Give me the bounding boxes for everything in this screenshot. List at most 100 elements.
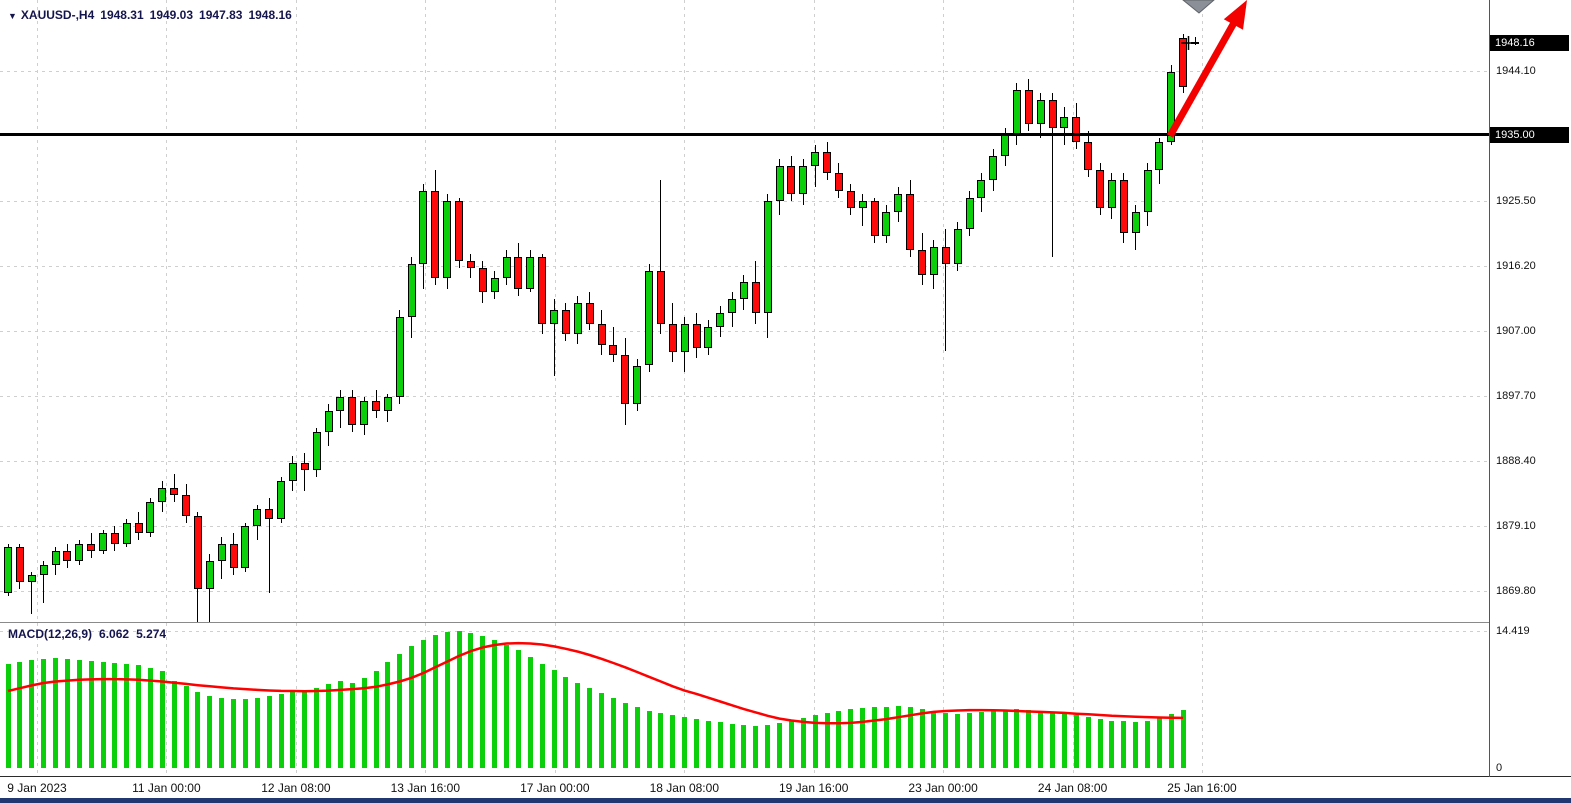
macd-histogram-bar [705,720,711,768]
gray-pointer-icon [1182,0,1215,14]
macd-histogram-bar [753,726,759,768]
macd-histogram-bar [812,714,818,768]
candle-body [443,201,452,279]
candle-body [348,397,357,425]
candle-body [277,480,285,520]
macd-histogram-bar [931,711,937,768]
candle-body [633,365,642,404]
macd-histogram-bar [1121,721,1127,768]
candle-wick [1052,93,1054,258]
candle-body [1024,89,1033,125]
candle-body [550,309,558,324]
candle-body [193,515,202,590]
macd-histogram-bar [515,650,521,768]
ohlc-low: 1947.83 [199,8,243,22]
macd-histogram-bar [420,639,426,769]
candle-body [182,494,190,516]
macd-histogram-bar [777,723,782,768]
macd-value: 6.062 [99,627,130,641]
symbol-timeframe: XAUUSD-,H4 [20,8,95,22]
candle-body [1155,141,1164,170]
time-tick-label: 13 Jan 16:00 [390,781,460,795]
macd-histogram-bar [1097,718,1103,768]
time-gridline [943,0,945,622]
macd-histogram-bar [729,724,735,768]
price-pane[interactable]: ▼ XAUUSD-,H4 1948.31 1949.03 1947.83 1948.16 [0,0,1489,622]
macd-histogram-bar [1180,710,1186,768]
macd-name: MACD(12,26,9) [8,627,93,641]
time-gridline [813,0,815,622]
price-tick-label: 1944.10 [1496,65,1536,78]
candle-body [763,201,772,314]
macd-histogram-bar [741,725,747,769]
macd-histogram-bar [1073,714,1079,768]
macd-histogram-bar [444,632,450,768]
price-tick-label: 1888.40 [1496,454,1536,467]
symbol-collapse-icon[interactable]: ▼ [8,11,17,21]
candle-body [834,173,843,191]
macd-histogram-bar [634,707,640,768]
candle-body [87,543,96,551]
candle-body [585,302,594,324]
candle-body [336,397,345,411]
macd-histogram-bar [1168,713,1174,768]
macd-histogram-bar [29,659,35,768]
macd-histogram-bar [266,695,272,768]
candle-wick [304,452,306,492]
macd-histogram-bar [1109,720,1115,768]
macd-histogram-bar [231,698,236,768]
ohlc-open: 1948.31 [100,8,144,22]
horizontal-level-line[interactable] [0,133,1489,137]
macd-indicator-label: MACD(12,26,9) 6.062 5.274 [8,627,173,641]
candle-body [170,487,179,495]
macd-pane[interactable]: MACD(12,26,9) 6.062 5.274 [0,623,1489,776]
candle-wick [43,561,45,604]
price-tick-label: 1897.70 [1496,389,1536,402]
macd-histogram-bar [361,677,367,769]
macd-histogram-bar [610,697,616,768]
candle-body [265,508,274,520]
candle-body [906,194,915,251]
macd-histogram-bar [563,676,569,768]
candle-body [15,547,24,583]
price-axis[interactable]: 1944.10 1925.50 1916.20 1907.00 1897.70 1888.… [1490,0,1571,622]
price-tick-label: 1869.80 [1496,584,1536,597]
candle-body [146,501,155,534]
macd-histogram-bar [159,671,165,768]
candle-body [918,250,926,275]
macd-zero-label: 0 [1496,762,1503,774]
macd-histogram-bar [468,633,474,768]
candle-body [1012,89,1021,135]
time-gridline [425,0,427,622]
time-gridline [37,0,38,622]
candle-body [407,264,416,317]
macd-histogram-bar [1145,720,1150,768]
candle-body [39,564,48,576]
macd-histogram-bar [1156,717,1162,769]
time-axis[interactable]: 9 Jan 2023 11 Jan 00:00 12 Jan 08:00 13 Jan… [0,777,1571,798]
price-gridline [0,266,1489,268]
macd-histogram-bar [207,695,213,768]
macd-histogram-bar [943,712,949,768]
macd-signal-value: 5.274 [136,627,167,641]
macd-histogram-bar [1002,710,1008,768]
macd-histogram-bar [1014,709,1020,768]
macd-histogram-bar [349,682,355,768]
price-gridline [0,460,1489,462]
time-gridline [1202,623,1203,776]
macd-max-label: 14.419 [1496,625,1530,637]
candle-body [716,313,725,328]
candle-body [1119,180,1128,233]
candle-body [823,152,831,174]
pane-separator[interactable] [0,622,1489,623]
candle-body [870,201,879,237]
macd-histogram-bar [860,708,866,769]
macd-histogram-bar [136,665,142,768]
candle-body [4,547,12,593]
macd-histogram-bar [492,639,498,769]
candle-body [787,166,796,195]
candle-wick [862,194,864,226]
price-tick-label: 1925.50 [1496,195,1536,208]
candle-body [455,201,464,261]
